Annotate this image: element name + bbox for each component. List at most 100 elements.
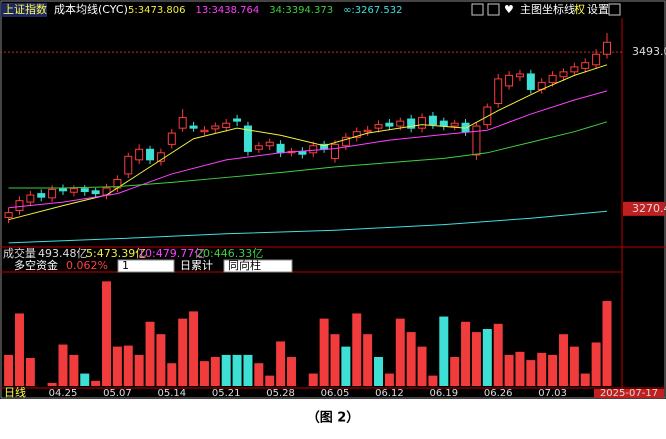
candle-body [211,125,220,130]
bar [145,321,155,386]
bar [286,356,296,386]
bar [395,318,405,386]
bar [428,375,438,386]
toolbar-button[interactable]: 权 [574,3,585,16]
bar [91,380,101,386]
zoom-out[interactable] [487,3,500,16]
toolbar-button[interactable]: 设置 [587,3,609,16]
ma-line [8,210,608,244]
fund-value: 0.062% [66,259,108,272]
bar [319,318,329,386]
y-tick-label: 3270.4 [632,202,666,215]
tick-box [623,201,665,216]
frame [0,0,666,399]
style-value[interactable]: 同向柱 [228,258,261,272]
ma-line [8,90,608,209]
candle-body [483,106,492,126]
x-tick-label: 07.03 [538,388,567,399]
bar [4,354,14,386]
candle-body [233,118,242,122]
candle-body [189,125,198,129]
bar [515,351,525,386]
legend-entry: 34:3394.373 [269,5,333,16]
x-tick-label: 2025-07-17 [600,388,658,399]
candle-body [439,120,448,127]
bar [123,345,133,386]
candle-body [4,212,13,219]
bar [69,354,79,386]
candle-body [37,193,46,198]
bar [548,354,558,386]
candle-body [80,188,89,193]
bar [102,281,112,386]
candle-body [298,150,307,155]
candle-body [222,122,231,128]
x-tick-label: 04.25 [49,388,78,399]
candle-body [178,117,187,129]
candle-body [526,73,535,90]
bar [210,356,220,386]
bar [189,311,199,386]
volume-total: 493.48亿 [38,247,88,260]
expand-button[interactable] [608,3,621,16]
x-tick-label: 06.19 [429,388,458,399]
bar [602,301,612,386]
candle-body [385,122,394,127]
candle-body [59,188,67,192]
candle-body [363,129,372,133]
volume-ma: 10:479.77亿 [138,247,205,260]
bar [384,373,394,386]
candle-body [331,143,339,159]
bar [537,352,547,386]
bar [558,334,568,386]
style-select[interactable] [223,259,293,273]
caption: （图 2） [307,410,360,426]
x-tick-label: 06.12 [375,388,404,399]
candle-body [69,188,78,193]
favorite-icon[interactable]: ♥ [504,3,514,16]
bar [47,382,57,386]
candle-body [341,136,350,147]
candle-body [494,78,503,105]
bar [221,354,231,386]
bar [504,354,514,386]
bar [167,363,177,386]
period-select[interactable] [117,259,175,273]
candle-body [254,145,263,150]
period-value[interactable]: 1 [122,259,129,272]
candle-body [592,53,601,66]
candle-body [135,148,144,161]
toolbar-button[interactable]: 坐标线 [542,2,575,16]
toolbar-button[interactable]: 主图 [520,3,542,16]
candle-body [146,148,155,161]
bar [482,329,492,386]
bar [591,342,601,386]
bar [112,346,122,386]
mode-label: 日累计 [180,259,213,272]
candle-body [603,41,611,55]
bar [406,332,416,386]
candle-body [48,188,57,199]
bar [352,313,362,386]
zoom-in[interactable] [471,3,484,16]
volume-ma: 5:473.39亿 [86,247,146,260]
candle-body [450,122,459,127]
bar [199,361,209,386]
candle-body [309,145,318,154]
index-name: 上证指数 [3,2,47,16]
bar [526,360,536,386]
candle-body [200,129,209,133]
bar [308,373,318,386]
bar [80,373,90,386]
candle-body [26,194,35,203]
candle-body [559,71,568,78]
bar [580,373,590,386]
candle-body [396,120,405,127]
bar [243,354,253,386]
candle-body [461,122,470,133]
bar [14,313,24,386]
period-label: 日线 [4,385,26,399]
bar [276,341,286,386]
bar [341,346,351,386]
